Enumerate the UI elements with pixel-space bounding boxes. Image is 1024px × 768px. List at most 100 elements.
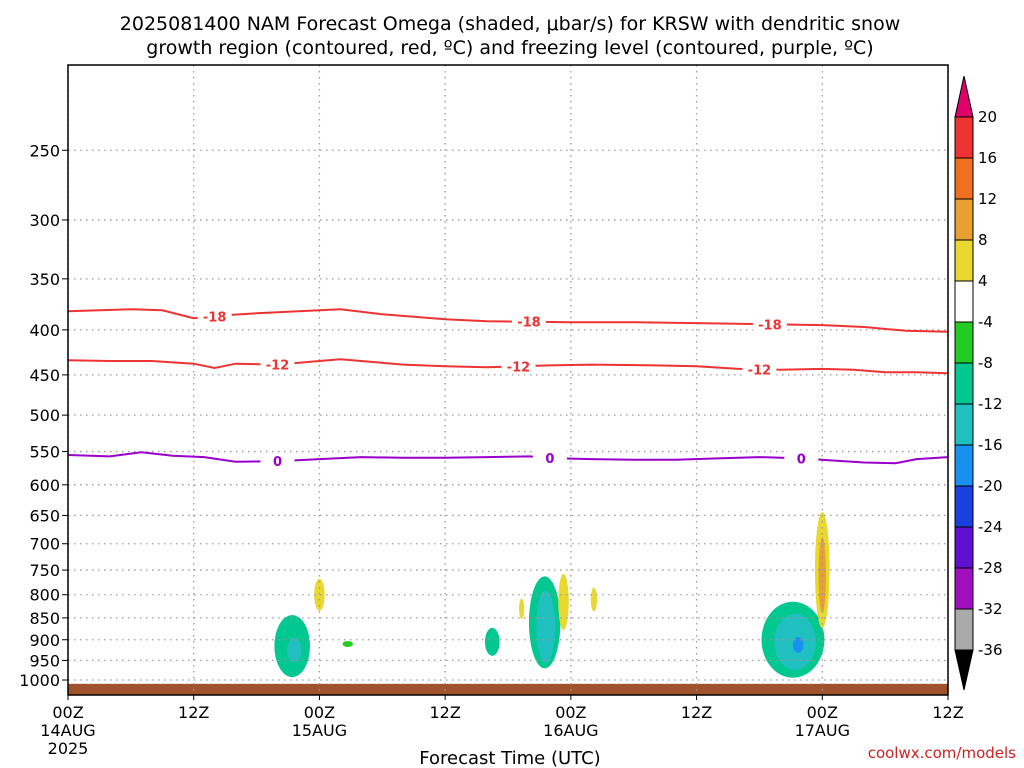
colorbar-segment-7	[954, 403, 974, 446]
y-tick-label-800: 800	[29, 586, 60, 605]
colorbar-segment-5	[954, 321, 974, 364]
contour--12	[67, 358, 949, 375]
contour-0	[67, 451, 949, 465]
colorbar-label--12: -12	[978, 395, 1003, 413]
x-tick-label-h36: 12Z	[429, 703, 460, 722]
colorbar-segment-0	[954, 116, 974, 159]
omega-region-2	[314, 578, 325, 611]
omega-region-4	[484, 627, 500, 656]
y-tick-label-950: 950	[29, 651, 60, 670]
colorbar-segment-11	[954, 567, 974, 610]
pressure-axis: 250 300 350 400 450 500 550 600 650 700 750 800 850 9…	[19, 141, 68, 690]
contour-label--12: -12	[507, 360, 531, 375]
contour-label-bg	[260, 453, 295, 470]
x-tick-label-h48: 16AUG	[543, 721, 598, 740]
grid-lines	[67, 65, 949, 695]
colorbar-label-4: 4	[978, 272, 988, 290]
omega-region-7	[536, 590, 556, 663]
y-tick-label-600: 600	[29, 476, 60, 495]
x-tick-label-h48: 00Z	[555, 703, 586, 722]
contour-label-0: 0	[545, 452, 554, 467]
colorbar-segment-10	[954, 526, 974, 569]
contour-label-bg	[784, 450, 819, 467]
omega-region-5	[519, 598, 525, 619]
colorbar-segment-4	[954, 280, 974, 323]
x-tick-label-h24: 15AUG	[292, 721, 347, 740]
x-axis-label: Forecast Time (UTC)	[419, 748, 600, 768]
credit-text: coolwx.com/models	[868, 744, 1016, 762]
omega-colorbar: 20 16 12 8 4 -4 -8 -12 -16 -20 -24 -28 -32 -36	[954, 75, 1003, 691]
colorbar-segment-9	[954, 485, 974, 528]
y-tick-label-1000: 1000	[19, 671, 60, 690]
contour--18	[67, 308, 949, 333]
colorbar-segment-8	[954, 444, 974, 487]
terrain-fill	[68, 683, 948, 695]
contour-label--18: -18	[203, 310, 227, 325]
contour-label-bg	[532, 449, 567, 466]
contour-label-bg	[752, 316, 787, 333]
y-tick-label-350: 350	[29, 270, 60, 289]
chart-title-line1: 2025081400 NAM Forecast Omega (shaded, μ…	[120, 13, 900, 35]
x-tick-label-h60: 12Z	[681, 703, 712, 722]
contour-label-bg	[742, 361, 777, 378]
chart-title-line2: growth region (contoured, red, ºC) and f…	[146, 37, 873, 59]
x-tick-label-h84: 12Z	[932, 703, 963, 722]
omega-region-12	[792, 636, 804, 653]
colorbar-label--32: -32	[978, 600, 1003, 618]
contour-label-bg	[501, 358, 536, 375]
omega-region-1	[286, 638, 302, 663]
y-tick-label-700: 700	[29, 535, 60, 554]
colorbar-segment-12	[954, 608, 974, 651]
x-tick-label-h0: 00Z	[52, 703, 83, 722]
omega-region-8	[558, 573, 569, 630]
contour-label-0: 0	[273, 455, 282, 470]
y-tick-label-400: 400	[29, 321, 60, 340]
x-tick-label-h0: 2025	[48, 739, 89, 758]
colorbar-extend-bottom	[954, 649, 974, 691]
contour-label-0: 0	[797, 452, 806, 467]
contour-label-bg	[260, 356, 295, 373]
terrain-band	[68, 683, 948, 695]
x-tick-label-h72: 17AUG	[795, 721, 850, 740]
colorbar-label--8: -8	[978, 354, 993, 372]
y-tick-label-750: 750	[29, 561, 60, 580]
colorbar-extend-top	[954, 75, 974, 118]
colorbar-label-20: 20	[978, 108, 997, 126]
colorbar-label--28: -28	[978, 559, 1003, 577]
x-tick-label-h12: 12Z	[178, 703, 209, 722]
colorbar-segment-2	[954, 198, 974, 241]
contour-label-bg	[197, 308, 232, 325]
y-tick-label-550: 550	[29, 443, 60, 462]
contour-label--12: -12	[266, 359, 290, 374]
y-tick-label-250: 250	[29, 141, 60, 160]
colorbar-label--4: -4	[978, 313, 993, 331]
colorbar-label-16: 16	[978, 149, 997, 167]
y-tick-label-500: 500	[29, 406, 60, 425]
temperature-contours: -18 -18 -18 -12 -12 -12 0 0 0	[67, 308, 949, 470]
y-tick-label-450: 450	[29, 366, 60, 385]
colorbar-label--16: -16	[978, 436, 1003, 454]
colorbar-label-12: 12	[978, 190, 997, 208]
y-tick-label-300: 300	[29, 211, 60, 230]
omega-region-3	[342, 640, 353, 647]
contour-label-bg	[511, 313, 546, 330]
x-tick-label-h0: 14AUG	[40, 721, 95, 740]
x-tick-label-h72: 00Z	[807, 703, 838, 722]
y-tick-label-850: 850	[29, 609, 60, 628]
colorbar-segment-6	[954, 362, 974, 405]
omega-region-9	[590, 587, 598, 612]
colorbar-label--24: -24	[978, 518, 1003, 536]
x-tick-label-h24: 00Z	[304, 703, 335, 722]
colorbar-label--36: -36	[978, 641, 1003, 659]
contour-label--18: -18	[758, 318, 782, 333]
colorbar-segment-3	[954, 239, 974, 282]
y-tick-label-650: 650	[29, 506, 60, 525]
colorbar-segment-1	[954, 157, 974, 200]
contour-label--18: -18	[517, 316, 541, 331]
y-tick-label-900: 900	[29, 631, 60, 650]
colorbar-label--20: -20	[978, 477, 1003, 495]
contour-label--12: -12	[748, 363, 772, 378]
colorbar-label-8: 8	[978, 231, 988, 249]
